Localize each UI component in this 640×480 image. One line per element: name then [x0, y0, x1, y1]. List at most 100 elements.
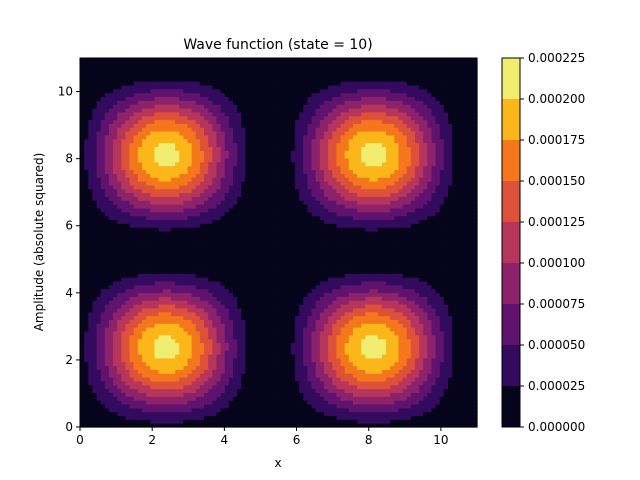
contour-cell: [183, 246, 189, 251]
contour-cell: [142, 177, 147, 182]
contour-cell: [249, 165, 255, 171]
contour-cell: [245, 400, 251, 405]
contour-cell: [220, 423, 226, 428]
contour-cell: [92, 111, 98, 117]
contour-cell: [204, 392, 209, 397]
contour-cell: [150, 77, 156, 82]
contour-cell: [170, 369, 176, 374]
contour-cell: [220, 261, 226, 267]
contour-cell: [88, 207, 94, 213]
contour-cell: [224, 107, 230, 113]
contour-cell: [237, 123, 242, 128]
contour-cell: [216, 238, 222, 244]
contour-cell: [88, 261, 94, 267]
contour-cell: [212, 277, 218, 282]
contour-cell: [96, 242, 102, 247]
contour-cell: [245, 115, 251, 121]
contour-cell: [166, 65, 172, 71]
contour-cell: [237, 119, 242, 124]
contour-cell: [228, 280, 234, 286]
contour-cell: [142, 353, 147, 359]
contour-cell: [104, 330, 110, 336]
contour-cell: [261, 280, 267, 286]
contour-cell: [158, 392, 164, 397]
contour-cell: [104, 407, 110, 413]
contour-cell: [88, 173, 94, 178]
contour-cell: [195, 150, 201, 155]
contour-cell: [113, 104, 118, 109]
contour-cell: [204, 173, 209, 178]
contour-cell: [228, 300, 234, 305]
contour-cell: [266, 223, 271, 228]
contour-cell: [270, 138, 275, 144]
contour-cell: [187, 69, 193, 74]
contour-cell: [249, 107, 255, 113]
contour-cell: [282, 361, 288, 367]
contour-cell: [125, 392, 131, 397]
contour-cell: [158, 315, 164, 320]
contour-cell: [129, 327, 135, 332]
contour-cell: [121, 288, 127, 294]
contour-cell: [282, 73, 288, 78]
contour-cell: [224, 423, 230, 428]
contour-cell: [129, 107, 135, 113]
contour-cell: [266, 338, 271, 344]
contour-cell: [154, 269, 160, 274]
contour-cell: [191, 200, 197, 205]
contour-cell: [212, 138, 218, 144]
contour-cell: [170, 346, 176, 351]
contour-cell: [100, 307, 106, 313]
contour-cell: [84, 184, 89, 190]
contour-cell: [88, 384, 94, 390]
contour-cell: [142, 204, 147, 209]
contour-cell: [137, 88, 143, 94]
contour-cell: [80, 250, 85, 255]
contour-cell: [224, 181, 230, 186]
contour-cell: [146, 219, 151, 224]
contour-cell: [92, 192, 98, 197]
contour-cell: [84, 296, 89, 301]
contour-cell: [245, 388, 251, 393]
contour-cell: [113, 215, 118, 221]
contour-cell: [253, 84, 259, 90]
contour-cell: [129, 350, 135, 355]
contour-cell: [80, 353, 85, 359]
contour-cell: [245, 65, 251, 71]
contour-cell: [191, 307, 197, 313]
contour-cell: [175, 92, 180, 98]
contour-cell: [199, 269, 205, 274]
contour-cell: [162, 423, 168, 428]
contour-cell: [84, 100, 89, 105]
contour-cell: [179, 196, 184, 201]
contour-cell: [129, 261, 135, 267]
contour-cell: [274, 242, 280, 247]
contour-cell: [179, 107, 184, 113]
contour-cell: [137, 311, 143, 317]
contour-cell: [270, 315, 275, 320]
contour-cell: [146, 319, 151, 324]
contour-cell: [96, 134, 102, 140]
contour-cell: [158, 142, 164, 147]
contour-cell: [208, 357, 213, 363]
contour-cell: [216, 373, 222, 378]
contour-cell: [129, 65, 135, 71]
contour-cell: [92, 115, 98, 121]
contour-cell: [96, 330, 102, 336]
contour-cell: [175, 177, 180, 182]
contour-cell: [84, 223, 89, 228]
contour-cell: [191, 246, 197, 251]
contour-cell: [228, 296, 234, 301]
contour-cell: [286, 73, 292, 78]
contour-cell: [233, 284, 238, 290]
contour-cell: [100, 227, 106, 232]
contour-cell: [113, 373, 118, 378]
contour-cell: [158, 338, 164, 344]
contour-cell: [170, 115, 176, 121]
contour-cell: [204, 58, 209, 63]
contour-cell: [183, 273, 189, 278]
contour-cell: [195, 330, 201, 336]
contour-cell: [249, 92, 255, 98]
contour-cell: [137, 81, 143, 86]
contour-cell: [274, 73, 280, 78]
contour-cell: [170, 184, 176, 190]
